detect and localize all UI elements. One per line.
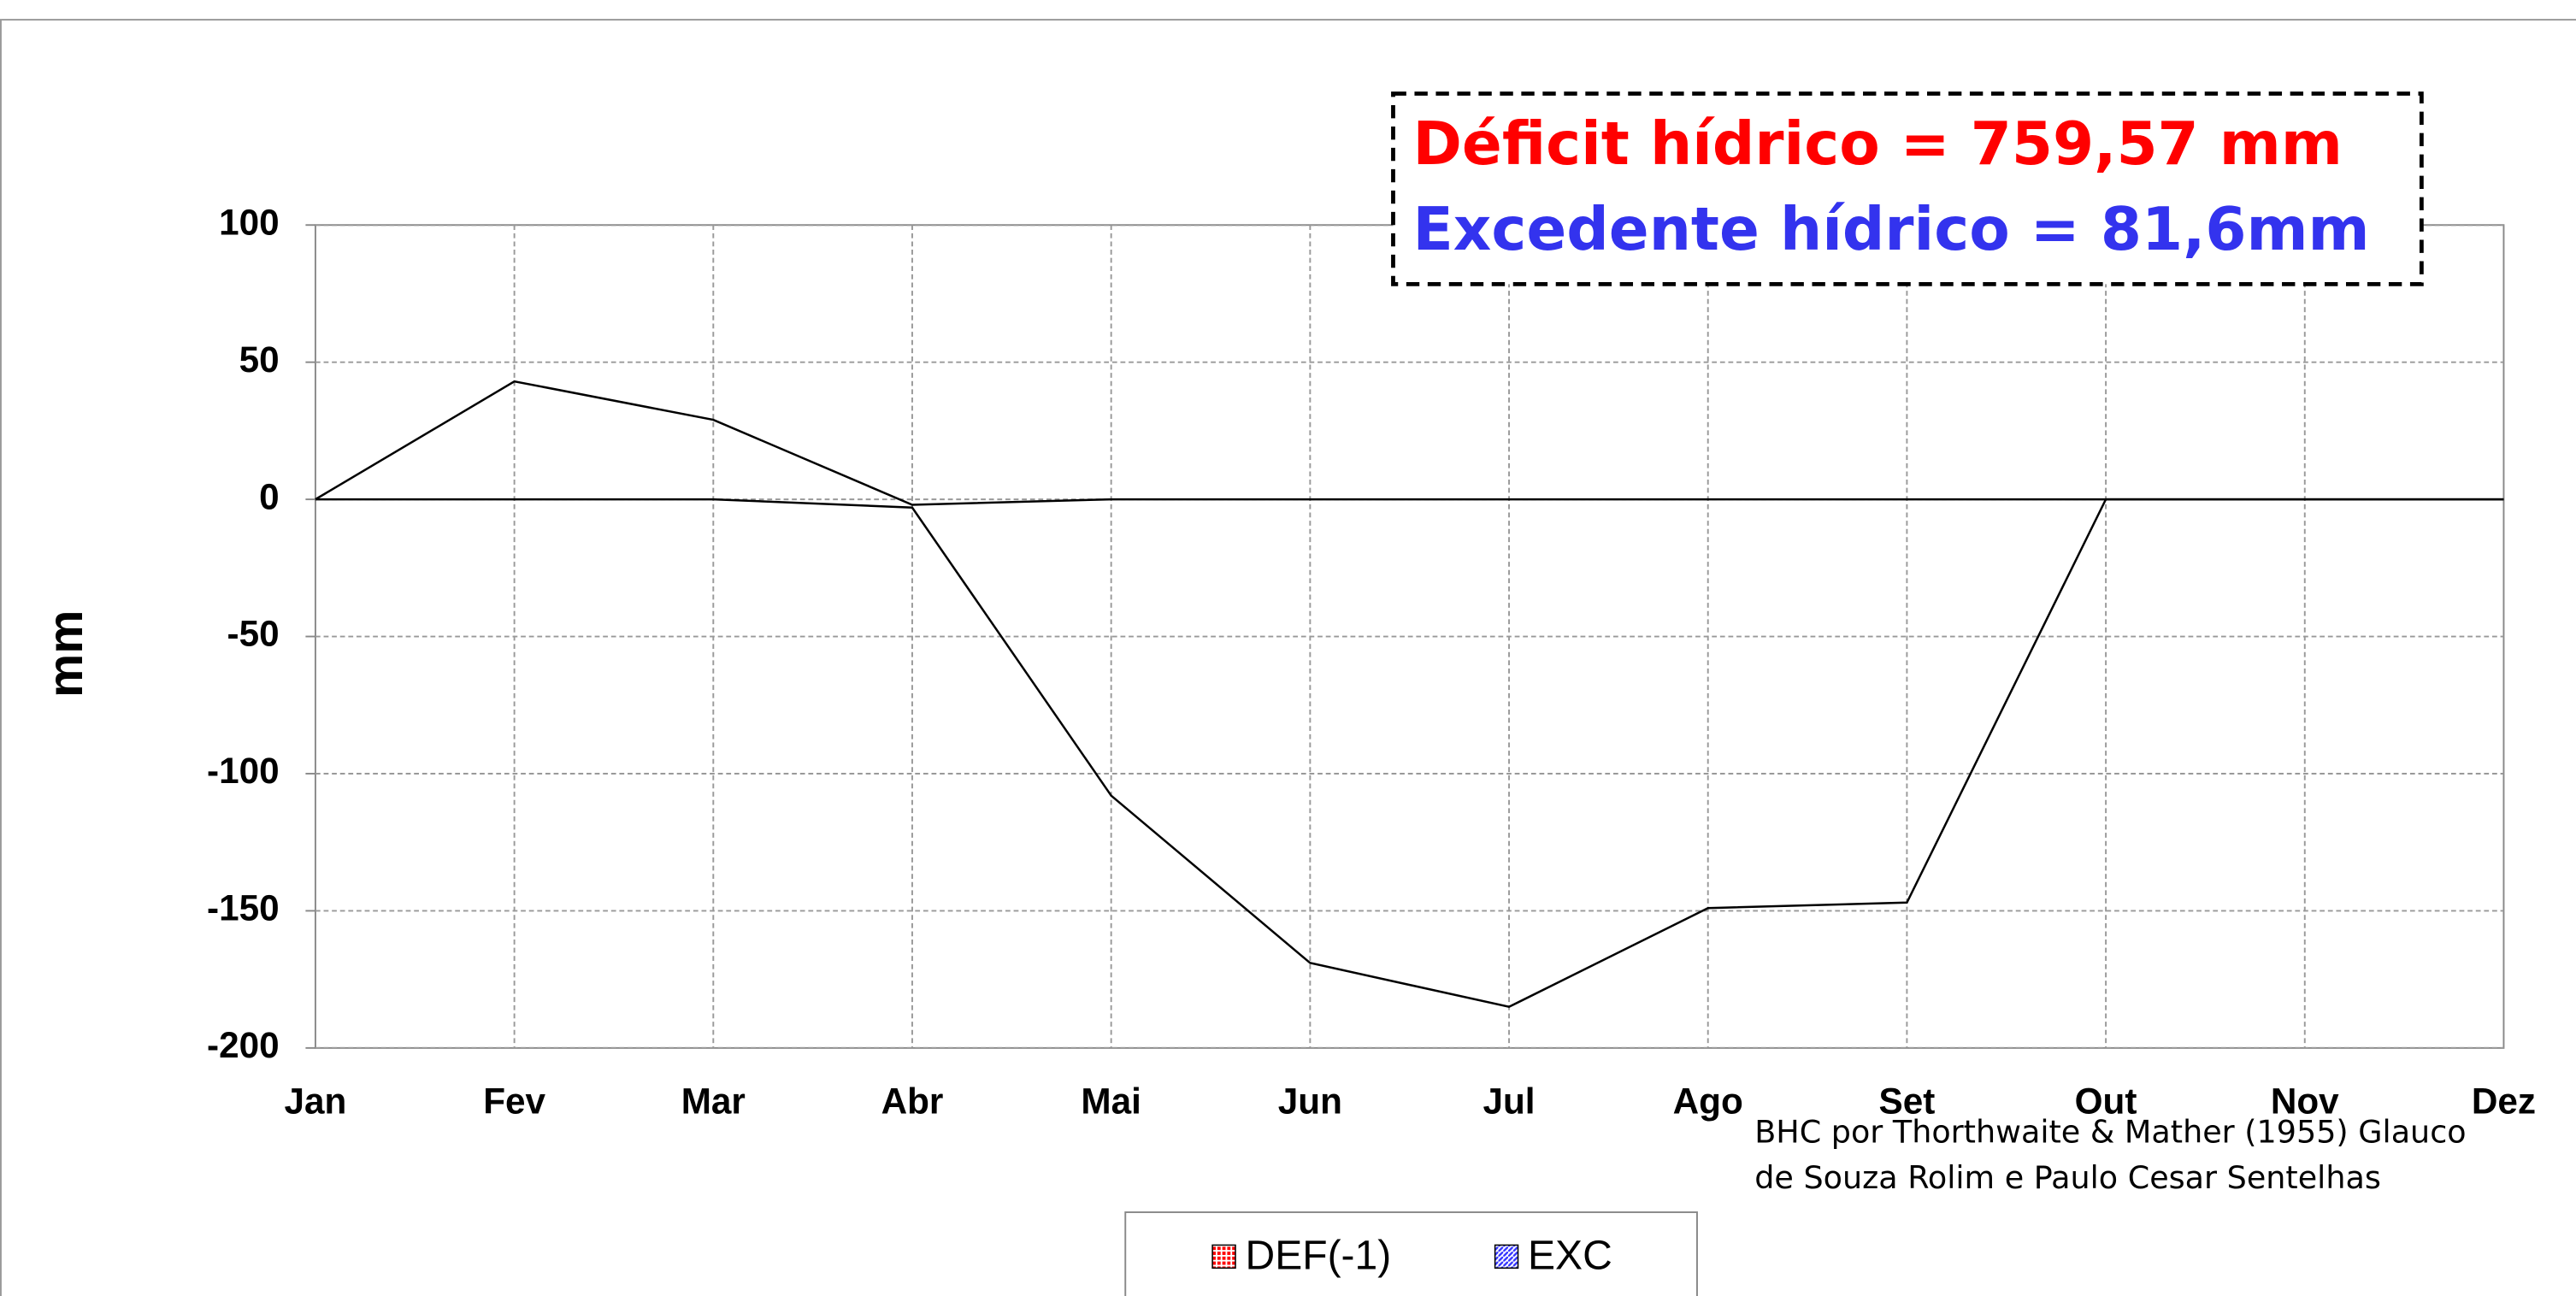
annotation-box [1391,91,2424,286]
legend-marker [1211,1244,1236,1269]
y-tick-label: 100 [219,202,280,242]
annotation: Excedente hídrico = 81,6mm [1413,196,2370,264]
annotation: Déficit hídrico = 759,57 mm [1413,110,2343,179]
x-tick-label: Dez [2472,1081,2536,1121]
chart-frame [0,19,2576,1296]
x-tick-label: Mai [1081,1081,1141,1121]
y-tick-label: 0 [259,476,280,516]
legend-marker [1494,1244,1519,1269]
x-tick-label: Jan [285,1081,347,1121]
x-tick-label: Out [2075,1081,2137,1121]
x-tick-label: Jun [1278,1081,1342,1121]
x-tick-label: Fev [483,1081,545,1121]
y-tick-label: -100 [207,751,280,791]
legend-label: DEF(-1) [1246,1233,1392,1278]
x-tick-label: Nov [2271,1081,2339,1121]
x-tick-label: Ago [1673,1081,1743,1121]
y-tick-label: -200 [207,1025,280,1065]
y-axis-label: mm [38,610,93,697]
y-tick-label: -150 [207,888,280,928]
x-tick-label: Jul [1483,1081,1535,1121]
x-tick-label: Abr [881,1081,944,1121]
credit-text: BHC por Thorthwaite & Mather (1955) Glau… [1754,1113,2466,1150]
series-line [315,380,2504,506]
legend-label: EXC [1528,1233,1612,1278]
x-tick-label: Mar [681,1081,746,1121]
y-tick-label: 50 [239,339,280,380]
x-tick-label: Set [1879,1081,1936,1121]
credit-text: de Souza Rolim e Paulo Cesar Sentelhas [1754,1159,2381,1196]
y-tick-label: -50 [227,614,280,654]
